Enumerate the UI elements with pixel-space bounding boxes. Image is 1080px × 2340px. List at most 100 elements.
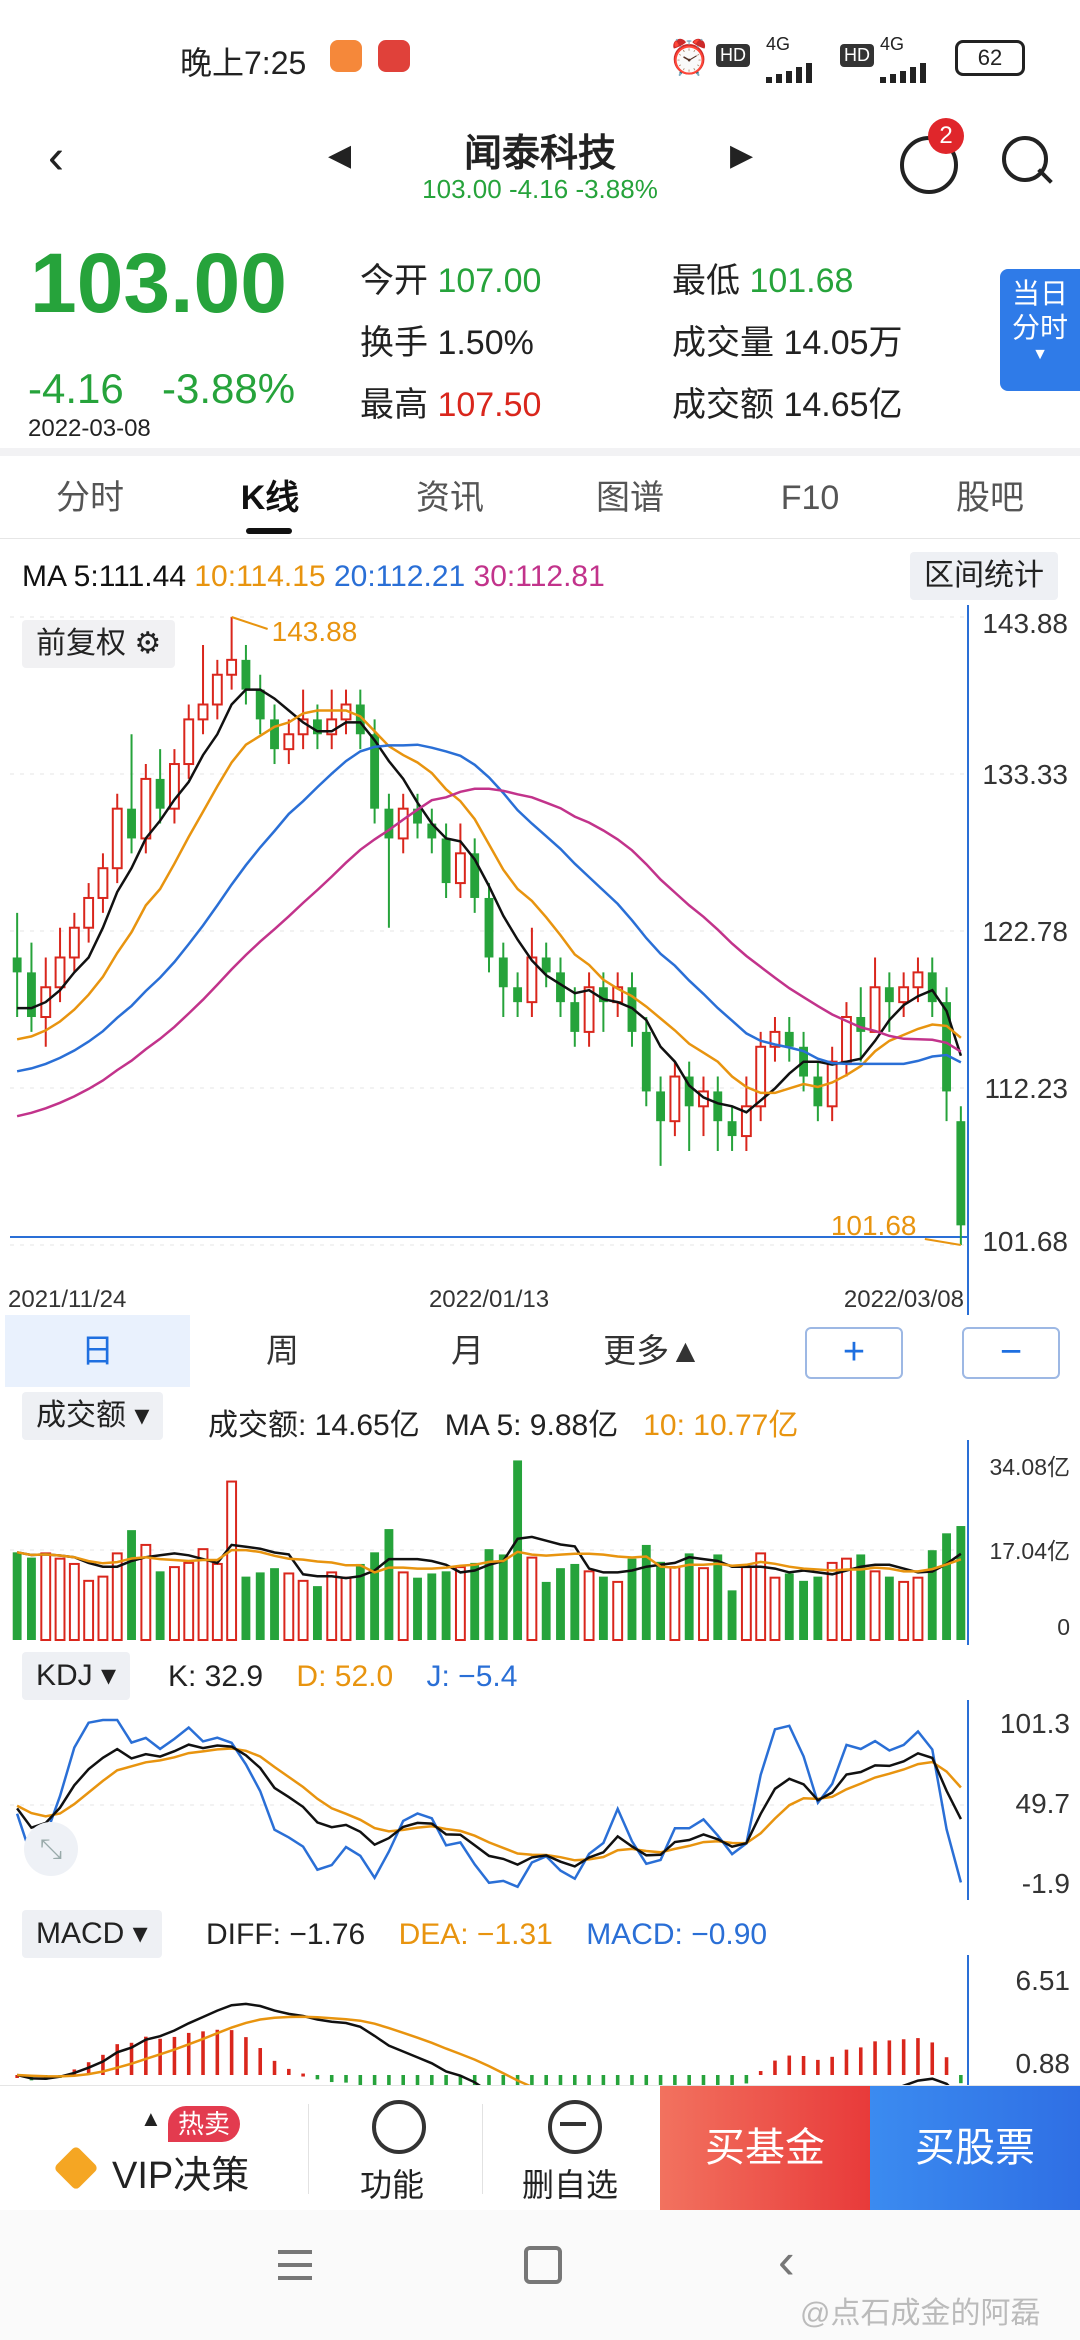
macd-bar-negative xyxy=(458,2075,463,2085)
macd-indicator-selector[interactable]: MACD ▾ xyxy=(22,1910,162,1958)
candle-down xyxy=(270,719,279,750)
volume-bar-up xyxy=(83,1579,95,1642)
candle-down xyxy=(12,957,22,973)
range-stats-button[interactable]: 区间统计 xyxy=(910,552,1058,600)
intraday-mode-button[interactable]: 当日 分时 ▼ xyxy=(1000,269,1080,391)
macd-bar-negative xyxy=(372,2075,377,2085)
volume-bar-down xyxy=(942,1533,951,1640)
network-type-2: 4G xyxy=(880,34,905,54)
adjust-selector[interactable]: 前复权 ⚙ xyxy=(22,620,176,668)
tab-news[interactable]: 资讯 xyxy=(416,479,484,517)
quote-block: 103.00 -4.16 -3.88% 2022-03-08 今开 107.00… xyxy=(0,235,1080,450)
volume-legend: 成交额: 14.65亿 MA 5: 9.88亿 10: 10.77亿 xyxy=(208,1400,798,1444)
buy-fund-button[interactable]: 买基金 xyxy=(660,2086,870,2211)
volume-chart[interactable] xyxy=(0,1440,1080,1645)
app-notification-icon-2 xyxy=(378,40,410,72)
period-day[interactable]: 日 xyxy=(5,1315,190,1387)
macd-bar-negative xyxy=(401,2075,405,2085)
kdj-j: J: −5.4 xyxy=(426,1660,518,1693)
macd-bar-negative xyxy=(601,2075,606,2085)
volume-bar-down xyxy=(713,1554,723,1640)
x-axis-label: 2022/01/13 xyxy=(429,1286,549,1313)
kdj-chart[interactable] xyxy=(0,1700,1080,1900)
vip-decision-button[interactable]: VIP决策 xyxy=(112,2155,250,2197)
nav-back-icon[interactable]: ‹ xyxy=(778,2233,795,2289)
macd-bar-positive xyxy=(944,2057,949,2075)
volume-bar-down xyxy=(856,1554,866,1640)
macd-bar-negative xyxy=(544,2075,548,2085)
candle-up xyxy=(397,807,409,840)
remove-watchlist-button[interactable]: 删自选 xyxy=(522,2167,619,2203)
high-field: 最高 107.50 xyxy=(360,386,542,424)
search-icon[interactable] xyxy=(1002,136,1048,182)
back-icon[interactable]: ‹ xyxy=(48,131,64,184)
candle-up xyxy=(898,986,910,1004)
volume-bar-up xyxy=(326,1571,338,1641)
kdj-indicator-selector[interactable]: KDJ ▾ xyxy=(22,1652,131,1700)
app-notification-icon xyxy=(330,40,362,72)
next-stock-icon[interactable]: ▶ xyxy=(730,139,754,172)
macd-bar-positive xyxy=(244,2037,248,2075)
volume-bar-up xyxy=(526,1556,538,1641)
macd-bar-negative xyxy=(644,2075,649,2085)
tab-intraday[interactable]: 分时 xyxy=(56,479,124,517)
macd-bar-negative xyxy=(358,2075,363,2085)
macd-bar-negative xyxy=(444,2075,448,2085)
tab-graph[interactable]: 图谱 xyxy=(596,479,664,517)
ma30-value: 30:112.81 xyxy=(473,560,605,593)
amount-field: 成交额 14.65亿 xyxy=(672,386,903,424)
candle-down xyxy=(541,957,551,973)
y-tick-label: 112.23 xyxy=(984,1073,1068,1104)
divider xyxy=(0,448,1080,456)
candle-up xyxy=(226,658,238,676)
prev-stock-icon[interactable]: ◀ xyxy=(328,139,352,172)
candle-down xyxy=(856,1017,866,1032)
volume-bar-up xyxy=(97,1575,109,1642)
min-price-label: 101.68 xyxy=(831,1210,917,1241)
tab-f10[interactable]: F10 xyxy=(780,479,840,517)
candle-up xyxy=(526,956,538,1004)
macd-bar-negative xyxy=(744,2075,749,2084)
candle-down xyxy=(713,1091,723,1122)
volume-bar-up xyxy=(140,1543,152,1641)
y-tick-label: 143.88 xyxy=(982,608,1068,639)
zoom-in-button[interactable]: + xyxy=(805,1327,903,1379)
buy-stock-button[interactable]: 买股票 xyxy=(870,2086,1080,2211)
macd-bar-positive xyxy=(186,2032,191,2075)
candle-down xyxy=(413,808,422,824)
tab-kline[interactable]: K线 xyxy=(240,479,300,517)
home-icon[interactable] xyxy=(524,2246,562,2284)
volume-indicator-selector[interactable]: 成交额 ▾ xyxy=(22,1392,164,1440)
macd-bar-positive xyxy=(801,2055,806,2075)
main-tabs: 分时 K线 资讯 图谱 F10 股吧 xyxy=(0,458,1080,539)
volume-ma5: MA 5: 9.88亿 xyxy=(444,1409,619,1442)
volume-bar-down xyxy=(627,1558,637,1640)
expand-icon[interactable]: ⤡ xyxy=(24,1822,78,1876)
volume-bar-up xyxy=(283,1572,295,1641)
candle-up xyxy=(111,807,123,870)
tab-forum[interactable]: 股吧 xyxy=(956,479,1024,517)
candle-up xyxy=(211,673,223,706)
volume-bar-up xyxy=(755,1552,767,1641)
volume-bar-down xyxy=(384,1529,394,1640)
macd-bar-positive xyxy=(144,2036,148,2075)
macd-bar-positive xyxy=(201,2031,205,2075)
zoom-out-button[interactable]: − xyxy=(962,1327,1060,1379)
network-type: 4G xyxy=(766,34,791,54)
macd-chart[interactable] xyxy=(0,1955,1080,2085)
candle-down xyxy=(556,972,565,1003)
kline-chart[interactable]: 143.88 133.33 122.78 112.23 101.68 143.88 101.… xyxy=(0,605,1080,1315)
function-button[interactable]: 功能 xyxy=(360,2167,425,2203)
period-more[interactable]: 更多▲ xyxy=(603,1332,702,1369)
macd-bar-positive xyxy=(101,2054,105,2075)
volume-bar-down xyxy=(884,1576,894,1640)
period-week[interactable]: 周 xyxy=(266,1332,299,1369)
macd-bar-positive xyxy=(873,2041,877,2075)
turnover-field: 换手 1.50% xyxy=(360,324,534,362)
kdj-axis-mid: 49.7 xyxy=(1015,1788,1071,1819)
candle-down xyxy=(427,823,437,839)
period-month[interactable]: 月 xyxy=(451,1332,484,1369)
menu-icon[interactable] xyxy=(278,2250,312,2280)
watermark: @点石成金的阿磊 xyxy=(800,2297,1041,2330)
macd-bar-positive xyxy=(172,2036,177,2075)
